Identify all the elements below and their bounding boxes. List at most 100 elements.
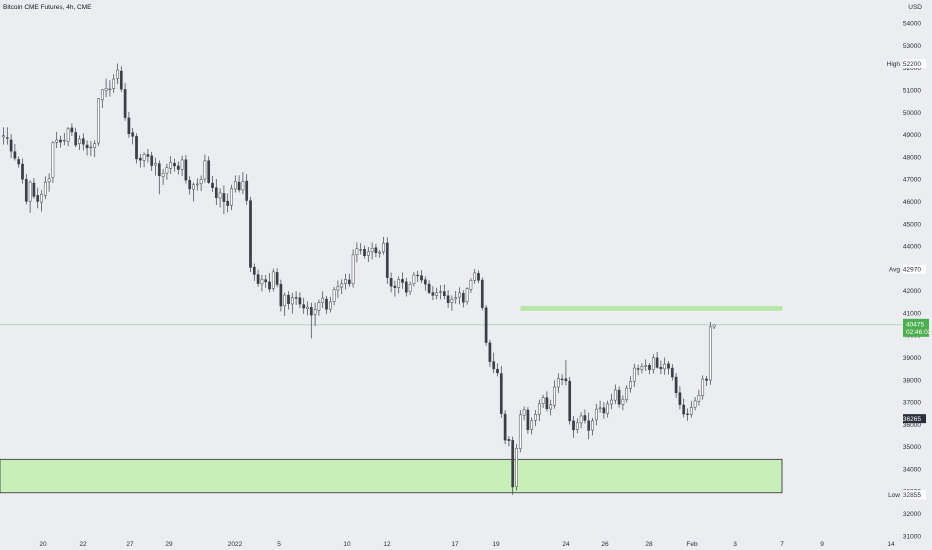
candle (613, 384, 617, 404)
x-tick-label: 10 (343, 541, 351, 548)
candle-body (701, 378, 705, 397)
candle-body (363, 249, 366, 256)
y-tick-label: 32000 (903, 511, 921, 518)
candle-body (195, 183, 199, 186)
candle (119, 66, 123, 93)
candle (427, 280, 431, 294)
candle-body (24, 178, 28, 202)
candle (549, 399, 553, 416)
candle-body (218, 192, 222, 199)
candle-body (496, 368, 499, 374)
candle-body (328, 301, 332, 310)
y-tick-label: 54000 (903, 21, 921, 28)
level-value-label: 52200 (903, 61, 921, 68)
candle (537, 399, 541, 421)
candle (674, 372, 678, 398)
candle (363, 245, 366, 259)
candle-body (682, 404, 686, 415)
x-tick-label: 17 (451, 541, 459, 548)
candle (283, 292, 287, 316)
x-tick-label: 3 (733, 541, 737, 548)
level-value-box (903, 264, 926, 274)
candle-body (469, 280, 473, 290)
candle-body (640, 366, 644, 370)
candle (530, 417, 534, 435)
candle-body (541, 397, 545, 404)
candle-body (382, 242, 385, 253)
candle-body (454, 297, 458, 300)
candle (89, 141, 93, 156)
candle (2, 127, 5, 145)
candle (351, 249, 355, 288)
candle (606, 400, 610, 418)
y-tick-label: 38000 (903, 377, 921, 384)
candle-body (89, 146, 93, 149)
candle-body (230, 188, 233, 206)
candle-body (477, 273, 480, 281)
candle (522, 406, 526, 421)
candle-body (294, 297, 298, 299)
y-tick-label: 37000 (903, 400, 921, 407)
candle (287, 291, 290, 310)
y-tick-label: 42000 (903, 288, 921, 295)
candle-body (686, 413, 689, 415)
candle (142, 152, 146, 168)
candle (617, 386, 621, 408)
candle (598, 400, 602, 413)
candle (165, 163, 169, 180)
candle (78, 135, 81, 150)
candle-body (260, 278, 264, 285)
candle (226, 193, 230, 213)
level-name-label: Low (888, 492, 900, 499)
candle-body (598, 407, 602, 410)
candle-body (226, 200, 230, 206)
candle-body (655, 357, 659, 368)
candle (245, 174, 249, 205)
candle (461, 290, 465, 308)
candle-body (51, 142, 55, 178)
candle (629, 376, 632, 393)
y-tick-label: 46000 (903, 199, 921, 206)
candle-body (340, 283, 344, 288)
candle-body (393, 285, 397, 288)
candle (116, 63, 119, 85)
candle-body (503, 413, 507, 441)
candle-body (461, 292, 465, 303)
candle (397, 276, 401, 294)
candle-body (347, 279, 351, 285)
candle (484, 305, 488, 346)
candle (195, 178, 199, 191)
candles-layer (2, 63, 716, 495)
candle (541, 394, 545, 408)
candle (686, 408, 689, 421)
candle-body (241, 181, 245, 191)
candle (385, 237, 389, 284)
candle (100, 89, 104, 108)
candle (640, 363, 644, 374)
candle-body (40, 193, 43, 203)
candle-body (13, 151, 17, 159)
candle-body (100, 89, 104, 101)
candle-body (325, 298, 328, 310)
candle (469, 278, 473, 293)
candle-body (515, 448, 518, 487)
candle (667, 360, 670, 375)
countdown-label: 02:46:02 (906, 329, 932, 336)
candle-body (492, 361, 496, 370)
y-tick-label: 52000 (903, 65, 921, 72)
candle (218, 188, 222, 208)
candle-body (663, 363, 667, 370)
candle-body (279, 283, 283, 307)
candle (526, 407, 530, 434)
candle-body (625, 387, 629, 400)
candle-body (192, 184, 195, 190)
candle-body (161, 173, 165, 177)
candle-body (344, 278, 347, 284)
candle-body (275, 272, 279, 285)
candle-body (404, 281, 408, 293)
candle (268, 273, 271, 293)
x-axis[interactable]: 20 22 27 29 2022 5 10 12 17 19 24 26 28 Feb 3 7 9 14 (39, 541, 895, 548)
candle (192, 182, 195, 202)
candle (211, 175, 214, 192)
